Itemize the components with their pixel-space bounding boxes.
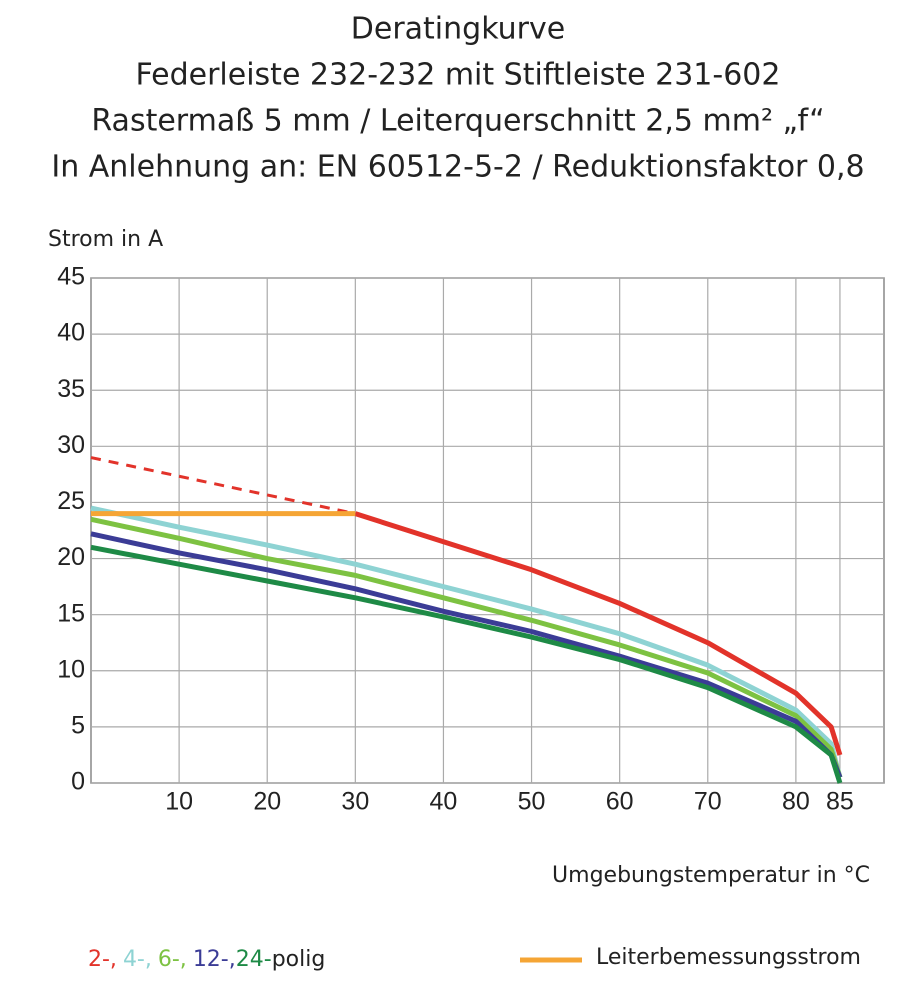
x-tick-label: 20 bbox=[253, 788, 281, 816]
x-tick-label: 80 bbox=[782, 788, 810, 816]
x-tick-label: 60 bbox=[606, 788, 634, 816]
y-tick-label: 35 bbox=[57, 375, 85, 403]
y-tick-label: 45 bbox=[57, 263, 85, 291]
x-tick-label: 70 bbox=[694, 788, 722, 816]
legend-label: 12-, bbox=[193, 947, 236, 972]
chart-title: Deratingkurve bbox=[351, 12, 565, 47]
legend-label: 2-, bbox=[88, 947, 117, 972]
y-tick-label: 0 bbox=[71, 768, 85, 796]
x-tick-label: 50 bbox=[518, 788, 546, 816]
x-tick-label: 30 bbox=[341, 788, 369, 816]
y-tick-label: 30 bbox=[57, 431, 85, 459]
y-tick-label: 15 bbox=[57, 599, 85, 627]
y-tick-label: 20 bbox=[57, 543, 85, 571]
legend-label: Leiterbemessungsstrom bbox=[596, 945, 861, 970]
legend: 2-, 4-, 6-, 12-,24-polig bbox=[88, 947, 325, 972]
series-line bbox=[90, 505, 843, 779]
x-tick-label: 85 bbox=[826, 788, 854, 816]
chart-title: Rastermaß 5 mm / Leiterquerschnitt 2,5 m… bbox=[91, 104, 824, 139]
chart-title: Federleiste 232-232 mit Stiftleiste 231-… bbox=[136, 58, 781, 93]
y-tick-label: 5 bbox=[71, 711, 85, 739]
y-tick-label: 25 bbox=[57, 487, 85, 515]
series-line bbox=[354, 511, 843, 756]
series-line bbox=[90, 516, 843, 779]
legend-label: 24- bbox=[236, 947, 272, 972]
series-line bbox=[90, 456, 356, 516]
x-tick-label: 10 bbox=[165, 788, 193, 816]
y-tick-label: 10 bbox=[57, 655, 85, 683]
legend-label: 6-, bbox=[158, 947, 187, 972]
x-axis-label: Umgebungstemperatur in °C bbox=[552, 863, 870, 888]
y-axis-label: Strom in A bbox=[48, 227, 163, 252]
y-tick-label: 40 bbox=[57, 319, 85, 347]
series-line bbox=[90, 544, 843, 784]
x-tick-label: 40 bbox=[430, 788, 458, 816]
legend-label: 4-, bbox=[123, 947, 152, 972]
chart-title: In Anlehnung an: EN 60512-5-2 / Reduktio… bbox=[51, 150, 864, 185]
series-line bbox=[90, 531, 843, 779]
legend-suffix: polig bbox=[272, 947, 326, 972]
